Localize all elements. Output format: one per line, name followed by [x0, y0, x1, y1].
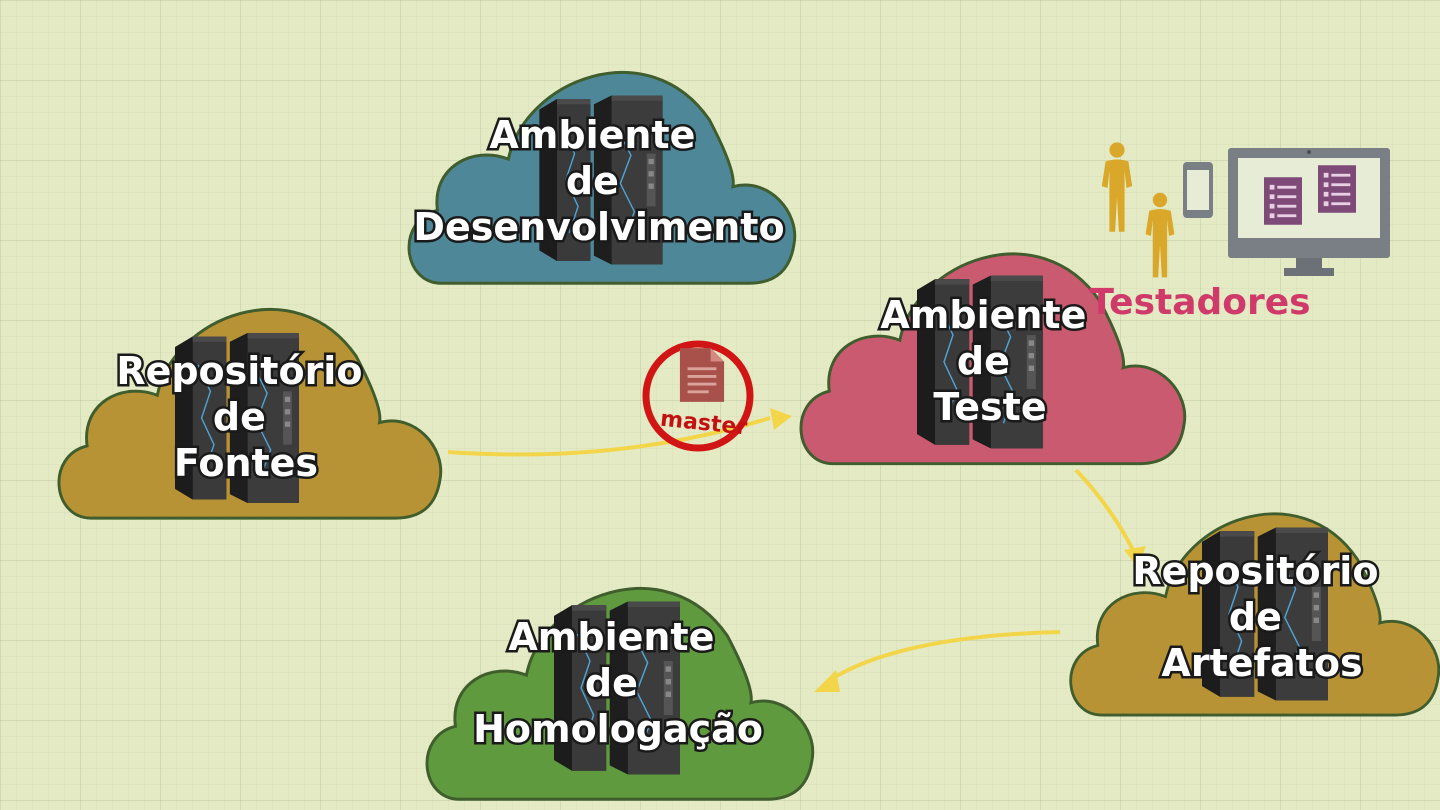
document-icon: [1264, 177, 1302, 225]
cloud-label-line-2: de: [1229, 595, 1282, 639]
cloud-label-line-3: Desenvolvimento: [413, 205, 784, 249]
mobile-phone-icon: [1183, 162, 1213, 218]
arrow-artifacts-to-staging-head: [814, 670, 840, 692]
cloud-test-environment: Ambiente de Teste: [799, 252, 1187, 466]
person-icon: [1101, 142, 1133, 232]
master-highlight-circle: [642, 340, 754, 452]
desktop-monitor-icon: [1228, 148, 1390, 276]
cloud-label: Ambiente de Homologação: [473, 615, 763, 751]
arrow-artifacts-to-staging: [828, 630, 1061, 682]
cloud-label-line-3: Homologação: [473, 707, 763, 751]
cloud-artifact-repository: Repositório de Artefatos: [1069, 512, 1440, 717]
testers-group: Testadores: [1089, 142, 1390, 323]
document-icon: [1318, 165, 1356, 213]
cloud-label-line-2: de: [566, 159, 619, 203]
cloud-label-line-3: Fontes: [174, 441, 318, 485]
flow-arrows: [447, 408, 1146, 692]
cloud-staging-environment: Ambiente de Homologação: [425, 586, 815, 801]
master-label: master: [659, 407, 748, 441]
cloud-label-line-1: Ambiente: [880, 293, 1086, 337]
cloud-label-line-1: Repositório: [116, 349, 362, 393]
cloud-label-line-3: Artefatos: [1161, 641, 1362, 685]
cloud-source-repository: Repositório de Fontes: [57, 307, 443, 520]
cloud-label-line-3: Teste: [933, 385, 1046, 429]
cloud-label: Repositório de Artefatos: [1132, 549, 1391, 685]
arrow-test-to-artifacts: [1074, 468, 1136, 553]
master-branch-document: master: [642, 340, 754, 452]
arrow-source-to-test-head: [770, 408, 792, 430]
cloud-label-line-1: Ambiente: [508, 615, 714, 659]
cloud-label: Ambiente de Teste: [880, 293, 1099, 429]
arrow-source-to-test: [447, 416, 771, 457]
cloud-label-line-1: Repositório: [1132, 549, 1378, 593]
person-icon: [1145, 192, 1175, 278]
cloud-label-line-2: de: [213, 395, 266, 439]
cloud-label-line-2: de: [957, 339, 1010, 383]
document-icon: [679, 348, 725, 402]
cloud-label: Ambiente de Desenvolvimento: [413, 113, 784, 249]
cloud-dev-environment: Ambiente de Desenvolvimento: [407, 70, 797, 285]
cloud-label-line-1: Ambiente: [489, 113, 695, 157]
arrow-test-to-artifacts-head: [1124, 546, 1146, 568]
cloud-label-line-2: de: [585, 661, 638, 705]
testers-label: Testadores: [1089, 282, 1310, 323]
cloud-label: Repositório de Fontes: [116, 349, 375, 485]
